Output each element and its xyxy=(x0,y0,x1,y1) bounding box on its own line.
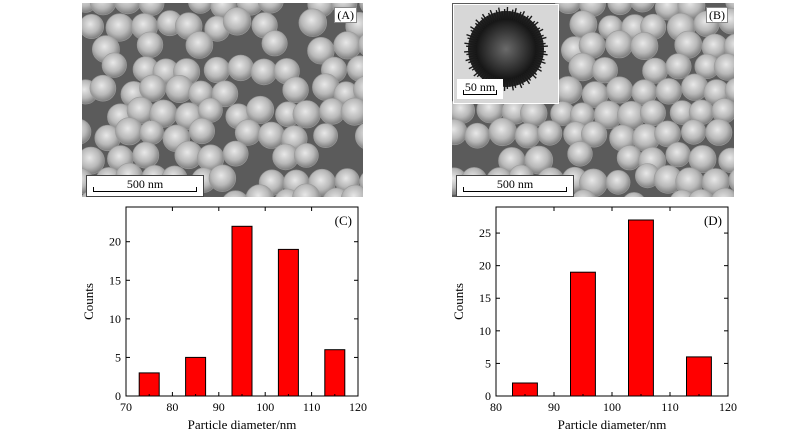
histogram-bar xyxy=(231,225,253,397)
y-tick-label: 20 xyxy=(109,235,121,249)
y-tick-label: 20 xyxy=(479,259,491,273)
x-tick-label: 80 xyxy=(166,400,178,414)
x-tick-label: 90 xyxy=(213,400,225,414)
scale-bar-line-a xyxy=(93,187,197,192)
y-tick-label: 10 xyxy=(479,324,491,338)
x-tick-label: 100 xyxy=(256,400,274,414)
y-tick-label: 25 xyxy=(479,226,491,240)
inset-scale-bar-line xyxy=(463,90,497,95)
inset-scale-bar: 50 nm xyxy=(457,79,503,99)
x-tick-label: 110 xyxy=(661,400,679,414)
histogram-bar xyxy=(185,356,207,397)
scale-bar-line-b xyxy=(463,187,567,192)
x-axis-label: Particle diameter/nm xyxy=(188,417,297,432)
panel-tag-c: (C) xyxy=(335,213,352,228)
panel-tag-b: (B) xyxy=(706,7,728,23)
y-tick-label: 15 xyxy=(479,291,491,305)
histogram-c: 70 80 90 100 110 120 0 5 10 15 20 Particle diameter… xyxy=(81,206,367,432)
histogram-bar xyxy=(686,356,712,397)
x-tick-label: 80 xyxy=(490,400,502,414)
y-axis-label: Counts xyxy=(81,283,96,320)
histogram-bar xyxy=(512,382,538,397)
x-axis-label: Particle diameter/nm xyxy=(558,417,667,432)
panel-tag-a: (A) xyxy=(334,7,357,23)
y-axis-label: Counts xyxy=(451,283,466,320)
sem-image-b: 50 nm (B) 500 nm xyxy=(452,3,734,197)
y-tick-label: 15 xyxy=(109,273,121,287)
sem-image-a: (A) 500 nm xyxy=(82,3,363,197)
scale-bar-label-a: 500 nm xyxy=(126,177,164,191)
x-tick-label: 120 xyxy=(349,400,367,414)
scale-bar-b: 500 nm xyxy=(456,175,574,197)
histogram-bar xyxy=(277,248,299,397)
x-tick-label: 120 xyxy=(719,400,737,414)
plot-frame xyxy=(495,206,729,397)
x-tick-label: 110 xyxy=(303,400,321,414)
y-tick-label: 10 xyxy=(109,312,121,326)
scale-bar-label-b: 500 nm xyxy=(496,177,534,191)
scale-bar-a: 500 nm xyxy=(86,175,204,197)
y-tick-label: 0 xyxy=(115,389,121,403)
histogram-bar xyxy=(324,349,346,397)
y-tick-label: 5 xyxy=(115,350,121,364)
panel-tag-d: (D) xyxy=(704,213,722,228)
particle-field-a xyxy=(82,3,363,197)
histogram-bar xyxy=(570,271,596,397)
tem-particle xyxy=(464,6,548,92)
histogram-bar xyxy=(628,219,654,397)
x-tick-label: 100 xyxy=(603,400,621,414)
x-tick-label: 90 xyxy=(548,400,560,414)
y-tick-label: 0 xyxy=(485,389,491,403)
histogram-bar xyxy=(138,372,160,397)
x-tick-label: 70 xyxy=(120,400,132,414)
tem-inset: 50 nm xyxy=(453,4,559,104)
inset-scale-bar-label: 50 nm xyxy=(464,80,496,94)
y-tick-label: 5 xyxy=(485,356,491,370)
